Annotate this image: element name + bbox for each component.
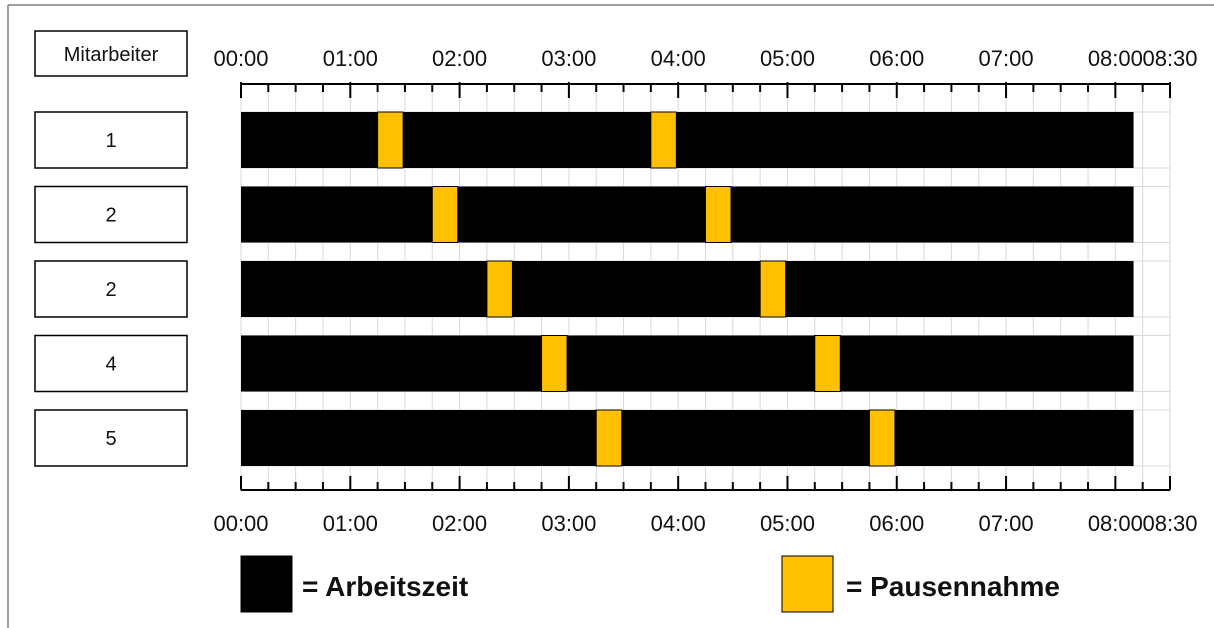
row-label: 1 — [105, 130, 116, 152]
x-tick-label-bottom: 05:00 — [760, 511, 815, 536]
header-box — [34, 30, 188, 77]
x-tick-label-top: 03:00 — [541, 46, 596, 71]
x-tick-label-top: 02:00 — [432, 46, 487, 71]
row-label: 2 — [105, 279, 116, 301]
x-tick-label-bottom: 02:00 — [432, 511, 487, 536]
x-tick-label-bottom: 04:00 — [651, 511, 706, 536]
x-tick-label-top: 06:00 — [869, 46, 924, 71]
x-tick-label-top: 00:00 — [213, 46, 268, 71]
break-bar — [759, 260, 787, 318]
legend-label-break: = Pausennahme — [846, 571, 1060, 602]
row-label: 5 — [105, 428, 116, 450]
break-bar — [486, 260, 513, 318]
row-label: 2 — [105, 205, 116, 227]
break-bar — [650, 111, 677, 169]
break-bar — [541, 335, 568, 392]
x-tick-label-bottom: 00:00 — [213, 511, 268, 536]
x-tick-label-top: 01:00 — [323, 46, 378, 71]
work-bar — [241, 186, 1134, 243]
work-bar — [241, 112, 1134, 168]
row-label: 4 — [105, 354, 116, 376]
row-label-box — [34, 111, 188, 169]
work-bar — [241, 410, 1134, 466]
row-label-box — [34, 409, 188, 467]
x-tick-label-top: 08:00 — [1088, 46, 1143, 71]
legend-label-work: = Arbeitszeit — [302, 571, 468, 602]
legend-swatch-work — [240, 555, 293, 613]
header-label: Mitarbeiter — [64, 44, 159, 66]
break-bar — [705, 186, 732, 243]
row-label-box — [34, 185, 188, 244]
break-bar — [814, 335, 841, 392]
x-tick-label-bottom: 08:30 — [1142, 511, 1197, 536]
work-bar — [241, 261, 1134, 317]
x-tick-label-top: 07:00 — [979, 46, 1034, 71]
x-tick-label-bottom: 08:00 — [1088, 511, 1143, 536]
x-tick-label-top: 08:30 — [1142, 46, 1197, 71]
break-bar — [595, 409, 623, 467]
x-tick-label-bottom: 01:00 — [323, 511, 378, 536]
row-label-box — [34, 334, 188, 393]
x-tick-label-bottom: 03:00 — [541, 511, 596, 536]
x-tick-label-top: 04:00 — [651, 46, 706, 71]
row-label-box — [34, 260, 188, 318]
x-tick-label-bottom: 07:00 — [979, 511, 1034, 536]
break-bar — [431, 186, 459, 243]
work-bar — [241, 335, 1134, 392]
x-tick-label-bottom: 06:00 — [869, 511, 924, 536]
break-bar — [377, 111, 404, 169]
legend-swatch-break — [781, 555, 834, 613]
break-bar — [868, 409, 896, 467]
x-tick-label-top: 05:00 — [760, 46, 815, 71]
